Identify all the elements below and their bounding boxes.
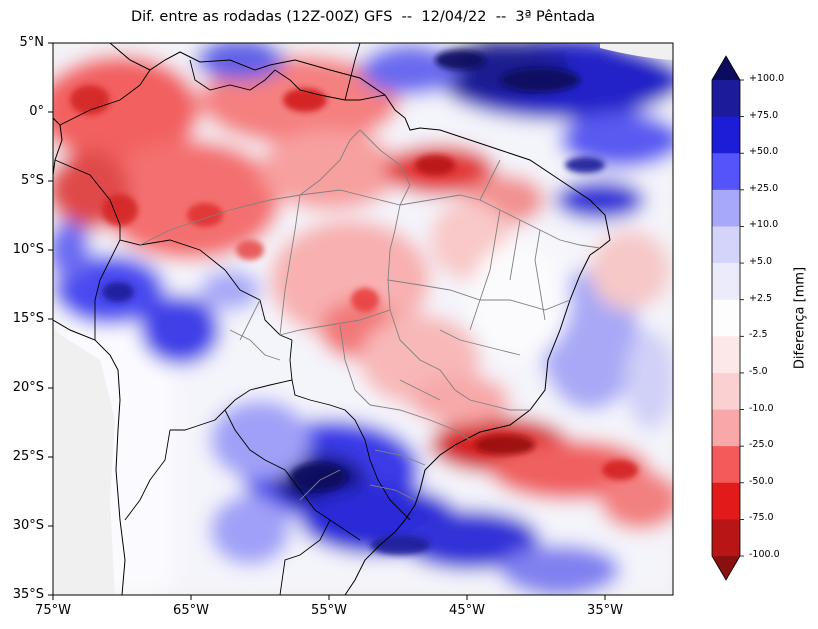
colorbar-tick-label: +50.0 — [749, 146, 779, 158]
lon-label: 55°W — [311, 603, 347, 618]
colorbar-segment — [712, 189, 740, 227]
colorbar-segment — [712, 446, 740, 484]
precip-detail — [70, 50, 638, 555]
colorbar-title: Diferença [mm] — [792, 266, 808, 370]
colorbar-segment — [712, 226, 740, 264]
colorbar-tick-label: +5.0 — [749, 256, 773, 268]
colorbar-tick-label: -10.0 — [749, 402, 774, 414]
colorbar-tick-label: -5.0 — [749, 365, 768, 377]
colorbar-segment — [712, 372, 740, 411]
colorbar-tick-label: +100.0 — [749, 73, 785, 84]
map-title: Dif. entre as rodadas (12Z-00Z) GFS -- 1… — [130, 9, 596, 25]
colorbar-segment — [712, 80, 740, 118]
lat-label: 20°S — [12, 380, 44, 395]
lat-label: 15°S — [12, 311, 44, 326]
lat-label: 10°S — [12, 242, 44, 257]
colorbar-top-extend — [712, 56, 740, 80]
colorbar-segments — [712, 79, 744, 557]
lat-label: 35°S — [12, 587, 44, 602]
colorbar-tick-label: -25.0 — [749, 439, 774, 451]
colorbar-segment — [712, 263, 740, 301]
colorbar-segment — [712, 153, 740, 191]
colorbar-tick-label: +2.5 — [749, 292, 773, 304]
colorbar-tick-label: +25.0 — [749, 182, 779, 194]
colorbar-tick-label: -100.0 — [749, 549, 780, 560]
lat-label: 5°S — [20, 173, 44, 188]
lon-label: 45°W — [449, 603, 485, 618]
colorbar-bottom-extend — [712, 556, 740, 580]
colorbar-segment — [712, 409, 740, 447]
colorbar-tick-label: +75.0 — [749, 109, 779, 121]
coastline — [109, 43, 611, 595]
lat-label: 5°N — [19, 35, 45, 50]
colorbar-segment — [712, 116, 740, 154]
lat-label: 25°S — [12, 449, 44, 464]
colorbar-tick-label: -75.0 — [749, 512, 774, 524]
west-coastline — [53, 117, 126, 595]
lon-label: 75°W — [35, 603, 71, 618]
colorbar — [711, 55, 744, 581]
precip-field — [53, 43, 673, 595]
lon-label: 35°W — [587, 603, 623, 618]
colorbar-segment — [712, 336, 740, 374]
lat-label: 0° — [29, 104, 44, 119]
state-borders — [139, 129, 601, 501]
colorbar-segment — [712, 482, 740, 520]
colorbar-segment — [712, 519, 740, 557]
lat-ticks — [48, 42, 53, 596]
colorbar-tick-label: -2.5 — [749, 329, 768, 341]
colorbar-segment — [712, 299, 740, 337]
country-borders — [54, 43, 411, 595]
gray-areas — [53, 43, 673, 595]
lon-ticks — [52, 595, 606, 600]
lon-label: 65°W — [173, 603, 209, 618]
lat-label: 30°S — [12, 518, 44, 533]
colorbar-tick-label: +10.0 — [749, 219, 779, 231]
colorbar-tick-label: -50.0 — [749, 475, 774, 487]
